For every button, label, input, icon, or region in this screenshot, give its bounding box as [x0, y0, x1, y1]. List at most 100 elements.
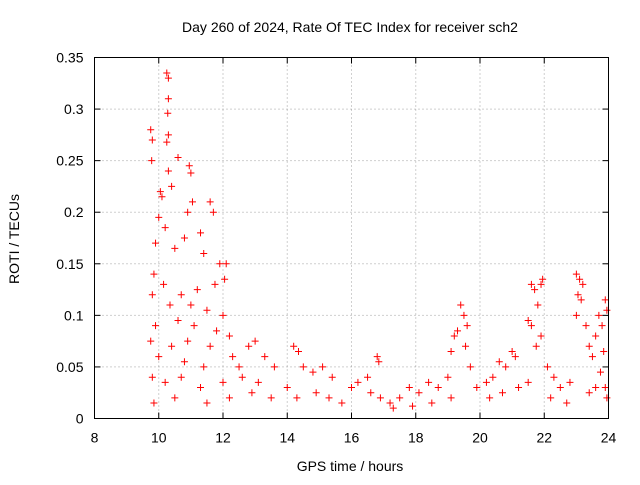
y-tick-label: 0.35 — [56, 50, 83, 66]
roti-data-point — [354, 378, 362, 386]
roti-data-point — [364, 373, 372, 381]
roti-data-point — [582, 322, 590, 330]
roti-data-point — [270, 363, 278, 371]
roti-data-point — [158, 193, 166, 201]
roti-data-point — [566, 378, 574, 386]
x-tick-label: 24 — [601, 430, 617, 446]
roti-data-point — [299, 363, 307, 371]
y-tick-label: 0.1 — [64, 307, 84, 323]
roti-data-point — [147, 126, 155, 134]
roti-data-point — [596, 368, 604, 376]
roti-data-point — [148, 157, 156, 165]
roti-data-point — [460, 311, 468, 319]
roti-data-point — [454, 327, 462, 335]
roti-data-point — [482, 378, 490, 386]
roti-data-point — [216, 260, 224, 268]
roti-data-point — [229, 353, 237, 361]
roti-data-point — [190, 322, 198, 330]
roti-data-point — [409, 402, 417, 410]
roti-data-point — [168, 342, 176, 350]
roti-data-point — [290, 342, 298, 350]
x-tick-label: 20 — [472, 430, 488, 446]
roti-data-point — [325, 394, 333, 402]
roti-data-point — [447, 394, 455, 402]
roti-data-point — [166, 301, 174, 309]
roti-data-point — [319, 363, 327, 371]
roti-data-point — [206, 198, 214, 206]
roti-data-point — [174, 154, 182, 162]
y-tick-label: 0.05 — [56, 359, 83, 375]
roti-data-point — [188, 198, 196, 206]
y-tick-labels: 0 0.05 0.1 0.15 0.2 0.25 0.3 0.35 — [56, 50, 83, 427]
roti-data-point — [222, 260, 230, 268]
roti-data-point — [585, 389, 593, 397]
roti-data-point — [235, 363, 243, 371]
roti-data-point — [338, 399, 346, 407]
y-tick-label: 0.25 — [56, 153, 83, 169]
roti-data-point — [447, 347, 455, 355]
roti-data-point — [283, 384, 291, 392]
roti-data-point — [373, 353, 381, 361]
roti-data-point — [489, 373, 497, 381]
roti-data-point — [389, 404, 397, 412]
y-tick-label: 0.3 — [64, 101, 84, 117]
x-tick-label: 8 — [91, 430, 99, 446]
ticks-layer — [94, 57, 609, 419]
roti-data-point — [267, 394, 275, 402]
roti-data-point — [155, 213, 163, 221]
roti-data-point — [221, 275, 229, 283]
roti-data-point — [524, 378, 532, 386]
roti-data-point — [495, 358, 503, 366]
roti-data-point — [466, 363, 474, 371]
roti-data-point — [534, 301, 542, 309]
roti-data-point — [200, 249, 208, 257]
roti-data-point — [511, 353, 519, 361]
roti-data-point — [164, 167, 172, 175]
y-tick-label: 0 — [76, 411, 84, 427]
roti-data-point — [184, 208, 192, 216]
roti-data-point — [527, 280, 535, 288]
roti-data-point — [164, 74, 172, 82]
roti-data-point — [152, 322, 160, 330]
roti-data-point — [161, 378, 169, 386]
roti-data-point — [537, 280, 545, 288]
roti-data-point — [531, 286, 539, 294]
roti-data-point — [515, 384, 523, 392]
roti-data-point — [425, 378, 433, 386]
roti-data-point — [579, 280, 587, 288]
roti-data-point — [444, 373, 452, 381]
roti-data-point — [245, 342, 253, 350]
roti-data-point — [164, 109, 172, 117]
roti-data-point — [375, 358, 383, 366]
y-axis-label: ROTI / TECUs — [6, 194, 22, 284]
roti-data-point — [225, 332, 233, 340]
x-tick-label: 16 — [344, 430, 360, 446]
roti-data-point — [550, 373, 558, 381]
roti-data-point — [219, 378, 227, 386]
roti-data-point — [601, 296, 609, 304]
roti-data-point — [203, 306, 211, 314]
roti-data-point — [396, 394, 404, 402]
roti-data-point — [532, 342, 540, 350]
roti-data-point — [537, 332, 545, 340]
roti-data-point — [200, 363, 208, 371]
roti-data-point — [547, 394, 555, 402]
roti-data-point — [508, 347, 516, 355]
roti-data-point — [161, 224, 169, 232]
roti-data-point — [415, 389, 423, 397]
roti-data-point — [150, 399, 158, 407]
points-layer — [147, 69, 611, 412]
roti-data-point — [163, 138, 171, 146]
roti-data-point — [248, 389, 256, 397]
roti-data-point — [598, 322, 606, 330]
roti-data-point — [457, 301, 465, 309]
x-tick-label: 22 — [536, 430, 552, 446]
x-tick-label: 14 — [279, 430, 295, 446]
roti-data-point — [174, 317, 182, 325]
roti-data-point — [577, 296, 585, 304]
roti-data-point — [156, 188, 164, 196]
roti-data-point — [572, 311, 580, 319]
roti-data-point — [556, 384, 564, 392]
roti-data-point — [168, 182, 176, 190]
